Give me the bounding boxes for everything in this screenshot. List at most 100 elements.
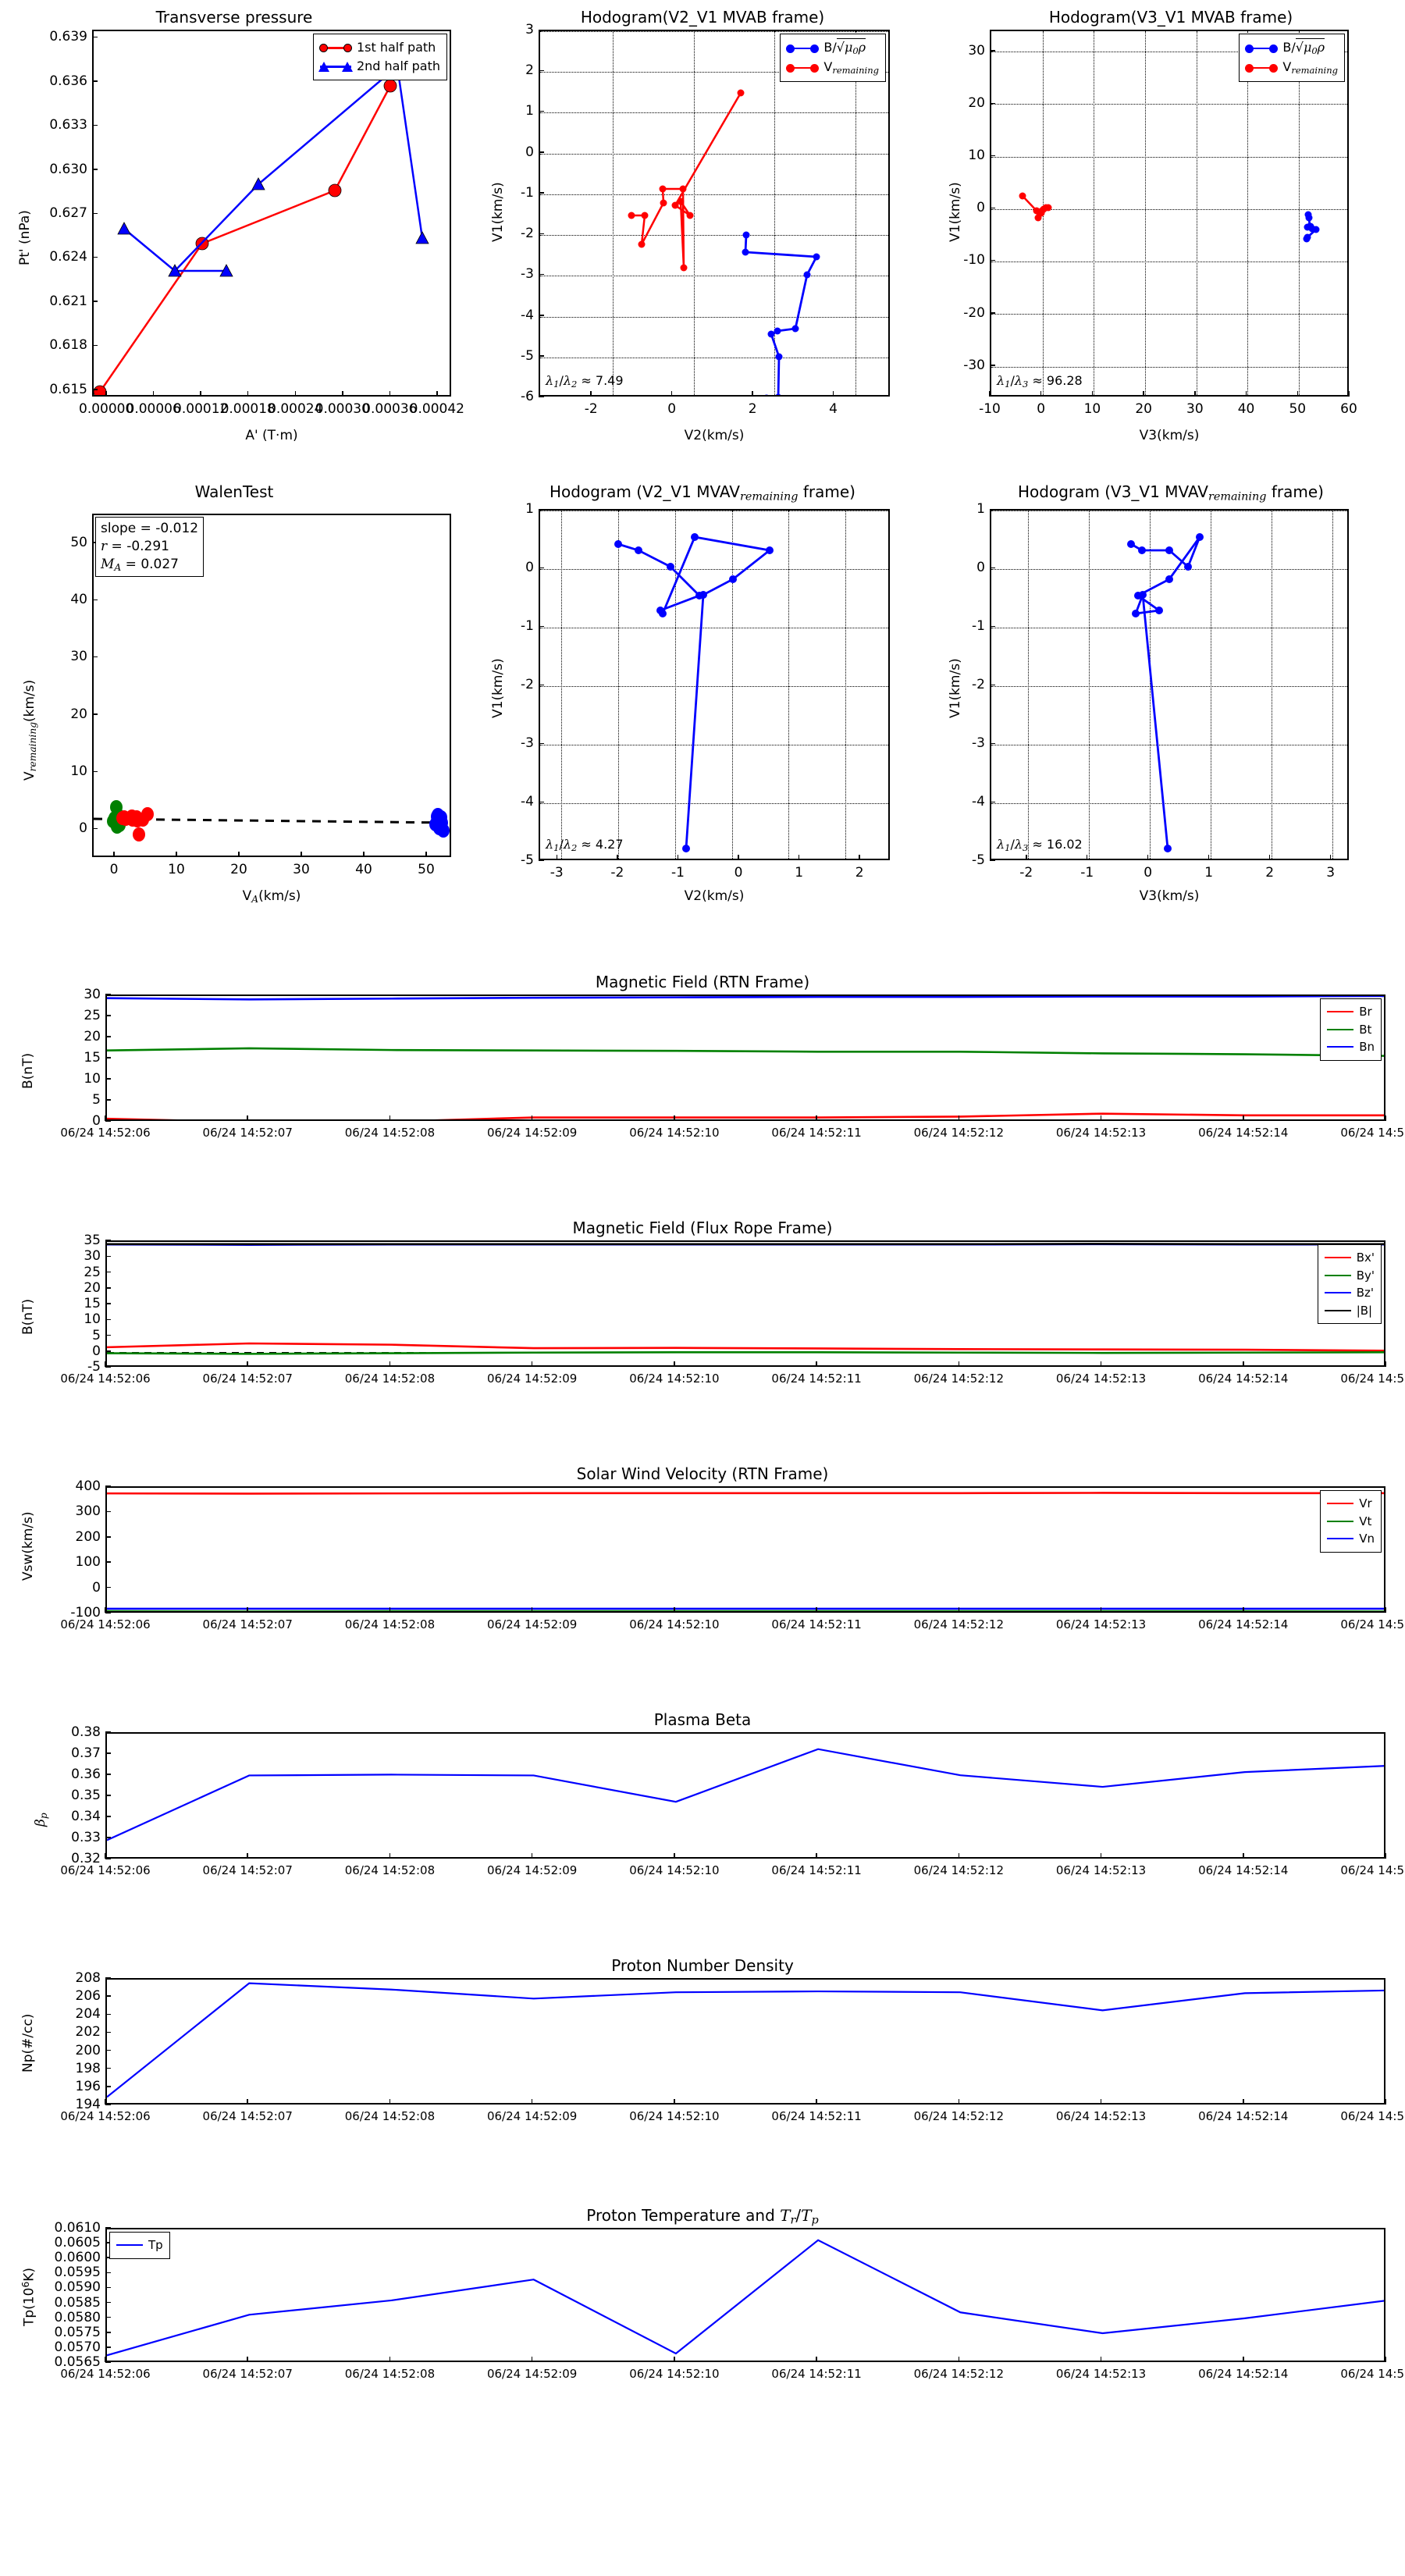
x-tick-mark <box>105 2099 106 2105</box>
y-tick-mark <box>105 2049 111 2051</box>
y-tick-label: 25 <box>84 1008 101 1023</box>
x-tick-label: 0.00036 <box>362 401 418 417</box>
y-tick-label: 0 <box>79 820 87 837</box>
x-tick-label-timestamp: 06/24 14:52:13 <box>1055 1863 1147 1877</box>
y-tick-mark <box>990 155 995 157</box>
x-tick-mark <box>247 1853 248 1859</box>
x-tick-label: 0 <box>1037 401 1046 417</box>
x-tick-label-timestamp: 06/24 14:52:09 <box>486 1126 578 1140</box>
y-tick-mark <box>105 1731 111 1733</box>
x-tick-label-timestamp: 06/24 14:52:09 <box>486 2109 578 2123</box>
x-tick-label: 0.00024 <box>268 401 323 417</box>
x-tick-label-timestamp: 06/24 14:52:12 <box>913 2367 1005 2381</box>
x-tick-label: 40 <box>355 862 372 877</box>
x-tick-label: 0.00018 <box>220 401 276 417</box>
x-tick-label: 0.00000 <box>79 401 134 417</box>
legend-item-b: |B| <box>1324 1302 1375 1320</box>
y-tick-mark <box>105 2104 111 2105</box>
x-tick-mark <box>752 391 753 397</box>
x-tick-label-timestamp: 06/24 14:52:07 <box>202 1126 293 1140</box>
x-tick-mark <box>1329 855 1332 860</box>
y-tick-label: -4 <box>521 794 534 809</box>
x-tick-mark <box>958 1361 960 1367</box>
y-tick-mark <box>105 994 111 995</box>
x-tick-label: -1 <box>670 865 685 881</box>
y-tick-mark <box>105 2316 111 2318</box>
legend: Vr Vt Vn <box>1320 1490 1382 1553</box>
y-tick-mark <box>539 110 544 112</box>
x-tick-label-timestamp: 06/24 14:52:09 <box>486 2367 578 2381</box>
x-tick-label: 0.00006 <box>126 401 181 417</box>
plot-area: Tp <box>105 2228 1385 2362</box>
y-axis-label: βp <box>33 1813 50 1827</box>
x-tick-mark <box>1100 1115 1102 1121</box>
panel-plasma-beta: Plasma Beta 0.32 0.33 0.34 0.35 0.36 0.37 0.38 0… <box>0 1706 1405 1893</box>
x-tick-label-timestamp: 06/24 14:52:11 <box>771 1372 862 1386</box>
x-tick-label-timestamp: 06/24 14:52:15 <box>1340 1126 1405 1140</box>
y-tick-label: 0.630 <box>49 161 87 177</box>
x-tick-label: 4 <box>829 401 838 417</box>
eigenvalue-ratio-annotation: λ1/λ3 ≈ 96.28 <box>997 373 1083 390</box>
x-tick-mark <box>1385 2099 1386 2105</box>
x-tick-label-timestamp: 06/24 14:52:07 <box>202 2367 293 2381</box>
x-tick-label-timestamp: 06/24 14:52:15 <box>1340 1617 1405 1631</box>
legend-line-icon <box>1324 1257 1351 1259</box>
eigenvalue-ratio-annotation: λ1/λ2 ≈ 7.49 <box>546 373 624 390</box>
x-tick-label-timestamp: 06/24 14:52:08 <box>344 1617 436 1631</box>
x-tick-mark <box>677 855 679 860</box>
x-tick-mark <box>425 852 427 857</box>
y-tick-label: 20 <box>968 95 985 111</box>
y-tick-mark <box>105 2031 111 2033</box>
x-tick-mark <box>105 1115 106 1121</box>
x-tick-mark <box>674 1607 675 1613</box>
y-tick-mark <box>105 2361 111 2363</box>
y-tick-mark <box>105 1995 111 1997</box>
x-tick-label-timestamp: 06/24 14:52:12 <box>913 1126 1005 1140</box>
y-tick-mark <box>105 2013 111 2016</box>
y-tick-mark <box>92 212 98 214</box>
x-tick-mark <box>247 2357 248 2362</box>
y-tick-mark <box>92 169 98 170</box>
x-tick-label-timestamp: 06/24 14:52:11 <box>771 2367 862 2381</box>
x-tick-mark <box>247 1115 248 1121</box>
y-tick-label: 0.0605 <box>54 2235 101 2251</box>
x-tick-label: 60 <box>1340 401 1357 417</box>
x-tick-label: -2 <box>584 401 598 417</box>
hodogram-v2v1-mvav-svg <box>614 533 774 852</box>
x-tick-label: 10 <box>1083 401 1101 417</box>
x-tick-label: 0.00042 <box>409 401 464 417</box>
legend-label: Bx' <box>1356 1251 1375 1265</box>
series-2nd-half-path <box>123 64 424 272</box>
y-tick-mark <box>539 69 544 72</box>
plot-area: Vr Vt Vn <box>105 1486 1385 1613</box>
y-tick-label: 0.0585 <box>54 2294 101 2311</box>
y-tick-label: 196 <box>75 2078 101 2094</box>
y-tick-label: 206 <box>75 1988 101 2005</box>
x-tick-mark <box>105 1607 106 1613</box>
x-tick-mark <box>816 2357 817 2362</box>
legend-label: 2nd half path <box>356 59 440 73</box>
y-tick-label: -1 <box>521 184 534 201</box>
x-tick-mark <box>247 1607 248 1613</box>
x-tick-mark <box>301 852 302 857</box>
y-tick-mark <box>105 1099 111 1101</box>
y-tick-label: -3 <box>972 735 985 751</box>
x-tick-mark <box>590 391 592 397</box>
x-tick-mark <box>617 855 618 860</box>
y-tick-mark <box>92 301 98 302</box>
y-tick-mark <box>105 1510 111 1513</box>
y-tick-mark <box>990 312 995 314</box>
y-tick-label: 1 <box>976 501 985 517</box>
x-tick-label-timestamp: 06/24 14:52:10 <box>629 1126 720 1140</box>
y-tick-label: -4 <box>521 307 534 323</box>
x-tick-label-timestamp: 06/24 14:52:14 <box>1198 1372 1289 1386</box>
y-tick-label: 208 <box>75 1970 101 1986</box>
y-tick-mark <box>105 2227 111 2229</box>
y-tick-label: 200 <box>75 2042 101 2058</box>
y-tick-mark <box>92 389 98 390</box>
plot-area: λ1/λ2 ≈ 4.27 <box>539 509 890 860</box>
x-tick-label: 0.00012 <box>173 401 229 417</box>
x-tick-mark <box>1385 1361 1386 1367</box>
y-tick-label: 25 <box>84 1264 101 1280</box>
y-tick-label: 204 <box>75 2006 101 2023</box>
